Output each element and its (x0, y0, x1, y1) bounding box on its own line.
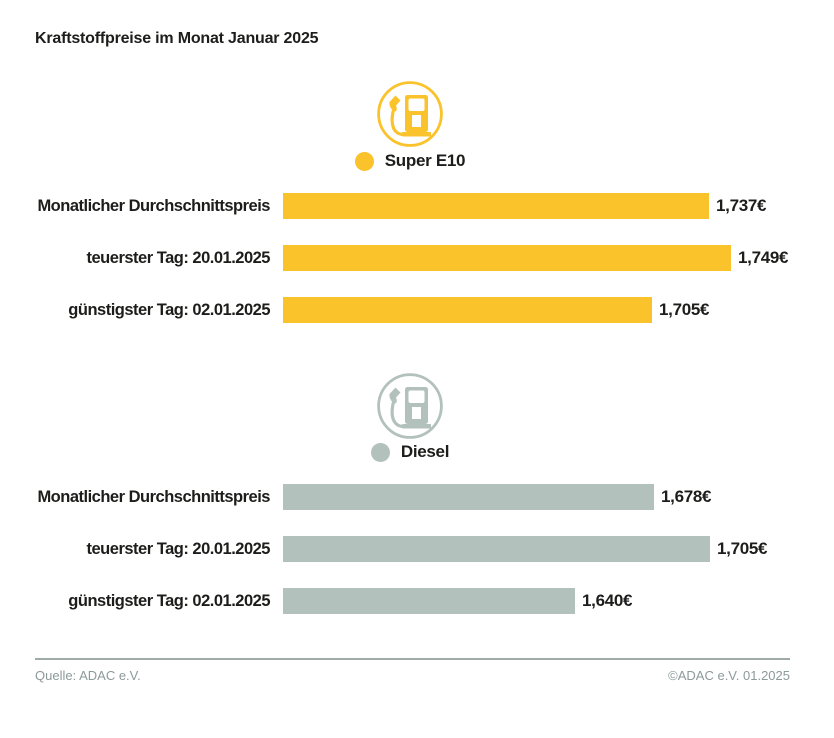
legend-super-e10: Super E10 (0, 151, 820, 171)
legend-dot (354, 151, 374, 171)
bar-label: Monatlicher Durchschnittspreis (37, 197, 270, 215)
bar (283, 588, 575, 614)
bar (283, 484, 654, 510)
bar-label: teuerster Tag: 20.01.2025 (86, 540, 271, 558)
legend-label: Super E10 (384, 151, 466, 170)
bar-value: 1,678€ (661, 487, 712, 506)
bar (283, 193, 709, 219)
fuel-pump-icon (376, 80, 444, 148)
legend-dot (370, 442, 390, 462)
bar-label: günstigster Tag: 02.01.2025 (68, 301, 270, 319)
bar (283, 536, 710, 562)
bar-row: Monatlicher Durchschnittspreis 1,737€ (0, 193, 834, 219)
legend-diesel: Diesel (0, 442, 820, 462)
legend-label: Diesel (400, 442, 450, 461)
footer-copyright: ©ADAC e.V. 01.2025 (668, 668, 790, 683)
bar-value: 1,705€ (659, 300, 710, 319)
bar-row: Monatlicher Durchschnittspreis 1,678€ (0, 484, 834, 510)
fuel-pump-icon (376, 372, 444, 440)
bar-row: teuerster Tag: 20.01.2025 1,705€ (0, 536, 834, 562)
bar (283, 297, 652, 323)
bar-label: Monatlicher Durchschnittspreis (37, 488, 270, 506)
bar-value: 1,640€ (582, 591, 633, 610)
bar-value: 1,705€ (717, 539, 768, 558)
bar-value: 1,737€ (716, 196, 767, 215)
bar-row: teuerster Tag: 20.01.2025 1,749€ (0, 245, 834, 271)
bar-label: günstigster Tag: 02.01.2025 (68, 592, 270, 610)
bar-row: günstigster Tag: 02.01.2025 1,640€ (0, 588, 834, 614)
footer-source: Quelle: ADAC e.V. (35, 668, 141, 683)
bar-label: teuerster Tag: 20.01.2025 (86, 249, 271, 267)
bar (283, 245, 731, 271)
footer-divider (35, 658, 790, 660)
bar-row: günstigster Tag: 02.01.2025 1,705€ (0, 297, 834, 323)
bar-value: 1,749€ (738, 248, 789, 267)
chart-title: Kraftstoffpreise im Monat Januar 2025 (35, 30, 319, 47)
